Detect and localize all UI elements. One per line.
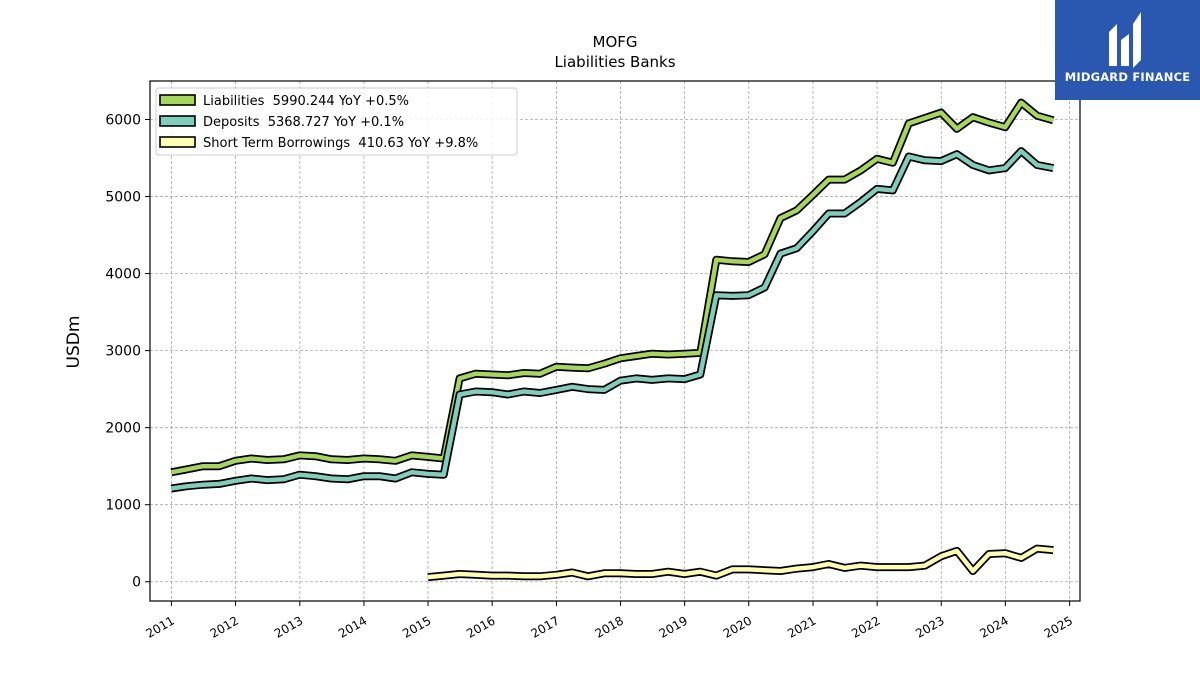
y-tick-label: 0 bbox=[132, 575, 141, 591]
legend: Liabilities 5990.244 YoY +0.5% Deposits 5… bbox=[155, 87, 518, 156]
legend-label: Deposits 5368.727 YoY +0.1% bbox=[203, 115, 404, 130]
x-tick-label: 2021 bbox=[785, 613, 818, 640]
x-tick-label: 2013 bbox=[272, 613, 305, 640]
series-line bbox=[427, 546, 1054, 580]
x-tick-label: 2014 bbox=[336, 613, 369, 640]
x-tick-label: 2019 bbox=[657, 613, 690, 640]
series-line bbox=[170, 148, 1054, 491]
x-tick-label: 2023 bbox=[913, 613, 946, 640]
x-tick-label: 2022 bbox=[849, 613, 882, 640]
brand-name: MIDGARD FINANCE bbox=[1064, 70, 1191, 84]
series-line bbox=[170, 100, 1054, 475]
x-tick-label: 2011 bbox=[143, 613, 176, 640]
series-outline bbox=[170, 147, 1055, 493]
legend-box bbox=[155, 87, 518, 156]
legend-swatch bbox=[159, 115, 196, 127]
x-tick-label: 2018 bbox=[593, 613, 626, 640]
legend-label: Liabilities 5990.244 YoY +0.5% bbox=[203, 94, 409, 109]
y-axis-label: USDm bbox=[64, 316, 84, 369]
brand-logo: MIDGARD FINANCE bbox=[1055, 0, 1200, 100]
legend-swatch bbox=[159, 136, 196, 148]
y-tick-label: 6000 bbox=[105, 113, 141, 129]
chart-subtitle: Liabilities Banks bbox=[554, 53, 675, 71]
x-tick-label: 2024 bbox=[977, 613, 1010, 640]
logo-mark-icon bbox=[1109, 12, 1141, 68]
x-tick-label: 2016 bbox=[464, 613, 497, 640]
x-tick-label: 2012 bbox=[208, 613, 241, 640]
x-tick-label: 2020 bbox=[721, 613, 754, 640]
x-tick-label: 2017 bbox=[528, 613, 561, 640]
y-tick-label: 2000 bbox=[105, 421, 141, 437]
grid-lines bbox=[150, 81, 1080, 601]
x-tick-label: 2025 bbox=[1042, 613, 1075, 640]
plot-frame bbox=[149, 80, 1081, 602]
x-tick-label: 2015 bbox=[400, 613, 433, 640]
y-tick-label: 3000 bbox=[105, 344, 141, 360]
y-tick-label: 5000 bbox=[105, 190, 141, 206]
y-tick-label: 1000 bbox=[105, 498, 141, 514]
y-tick-label: 4000 bbox=[105, 267, 141, 283]
chart-title: MOFG bbox=[593, 33, 638, 51]
legend-swatch bbox=[159, 94, 196, 106]
series-lines bbox=[170, 98, 1055, 582]
legend-label: Short Term Borrowings 410.63 YoY +9.8% bbox=[203, 136, 478, 151]
